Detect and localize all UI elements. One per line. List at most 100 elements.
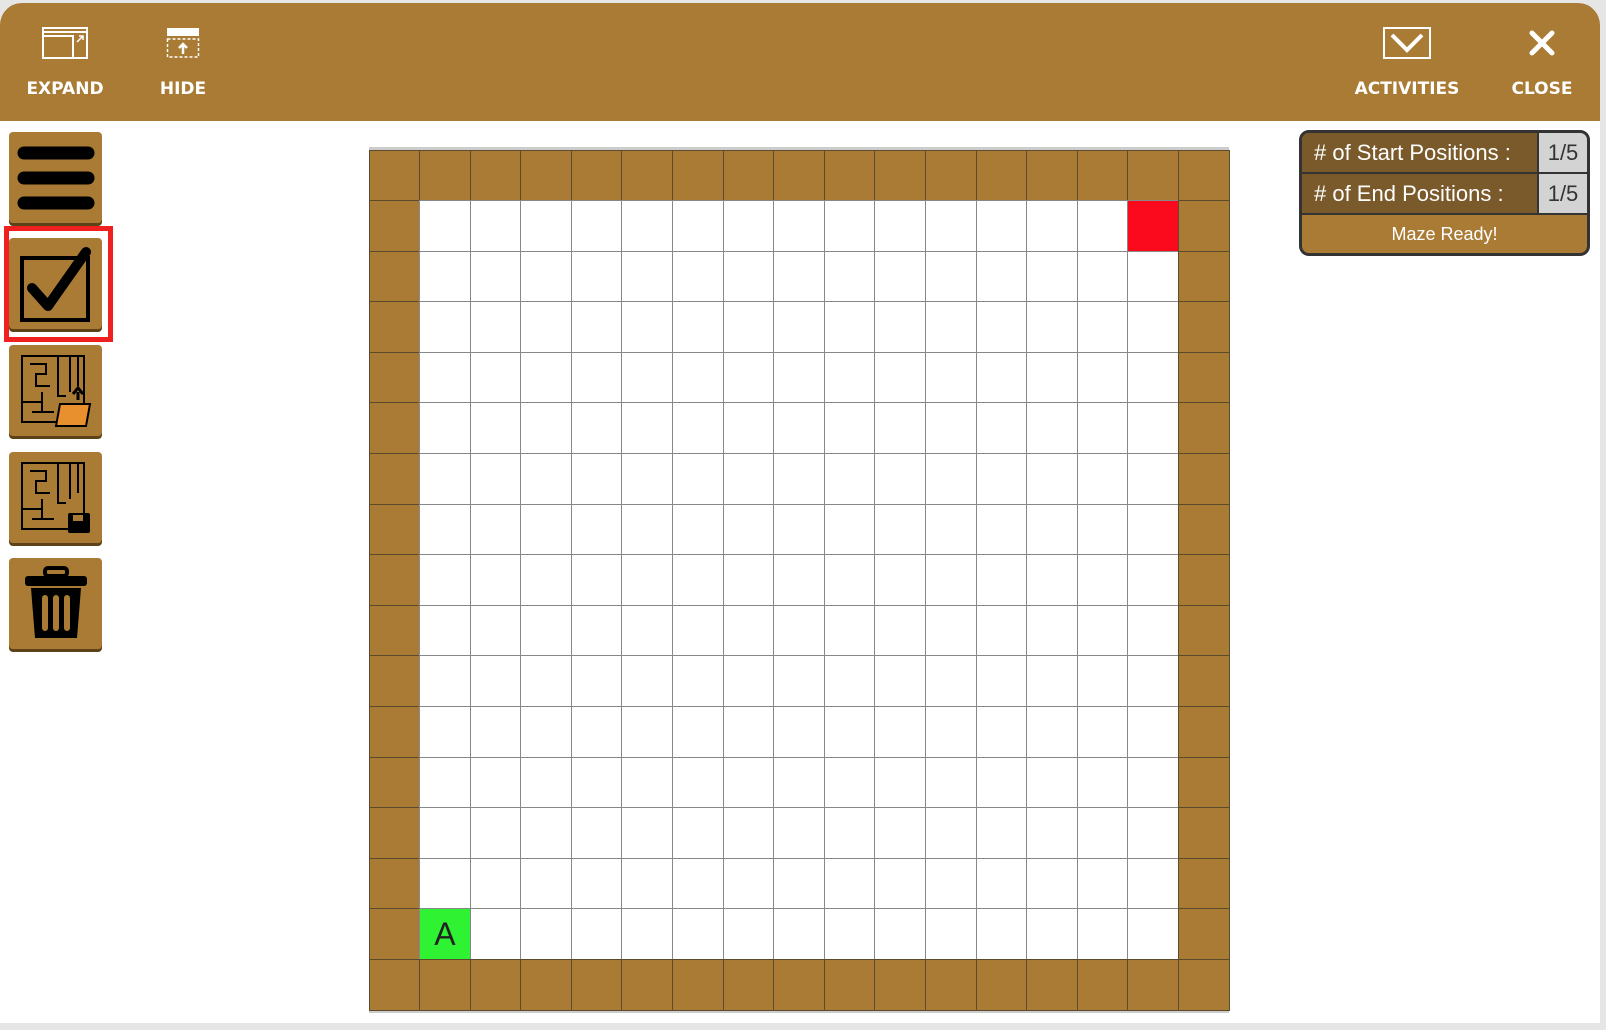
wall-cell[interactable] — [368, 554, 421, 606]
empty-cell[interactable] — [823, 200, 876, 252]
empty-cell[interactable] — [621, 402, 674, 455]
empty-cell[interactable] — [469, 503, 522, 556]
empty-cell[interactable] — [773, 807, 825, 859]
empty-cell[interactable] — [1127, 503, 1179, 556]
empty-cell[interactable] — [469, 655, 522, 708]
empty-cell[interactable] — [672, 503, 724, 556]
empty-cell[interactable] — [874, 604, 927, 657]
wall-cell[interactable] — [1178, 149, 1230, 202]
empty-cell[interactable] — [672, 453, 724, 505]
wall-cell[interactable] — [520, 959, 572, 1011]
empty-cell[interactable] — [925, 756, 977, 809]
end-cell[interactable] — [1127, 200, 1179, 252]
empty-cell[interactable] — [1076, 250, 1129, 303]
wall-cell[interactable] — [419, 959, 471, 1011]
wall-cell[interactable] — [722, 149, 775, 202]
empty-cell[interactable] — [520, 857, 572, 910]
empty-cell[interactable] — [823, 301, 876, 353]
empty-cell[interactable] — [823, 857, 876, 910]
empty-cell[interactable] — [621, 453, 674, 505]
empty-cell[interactable] — [773, 402, 825, 455]
empty-cell[interactable] — [975, 908, 1028, 960]
empty-cell[interactable] — [773, 554, 825, 606]
wall-cell[interactable] — [368, 453, 421, 505]
wall-cell[interactable] — [1178, 706, 1230, 758]
empty-cell[interactable] — [570, 453, 623, 505]
wall-cell[interactable] — [469, 149, 522, 202]
empty-cell[interactable] — [722, 857, 775, 910]
empty-cell[interactable] — [469, 402, 522, 455]
wall-cell[interactable] — [368, 250, 421, 303]
empty-cell[interactable] — [520, 554, 572, 606]
empty-cell[interactable] — [570, 200, 623, 252]
empty-cell[interactable] — [925, 250, 977, 303]
empty-cell[interactable] — [672, 351, 724, 404]
empty-cell[interactable] — [925, 503, 977, 556]
empty-cell[interactable] — [469, 301, 522, 353]
empty-cell[interactable] — [722, 908, 775, 960]
empty-cell[interactable] — [975, 402, 1028, 455]
empty-cell[interactable] — [621, 756, 674, 809]
wall-cell[interactable] — [1178, 503, 1230, 556]
empty-cell[interactable] — [823, 807, 876, 859]
wall-cell[interactable] — [1178, 554, 1230, 606]
empty-cell[interactable] — [874, 807, 927, 859]
save-maze-button[interactable] — [9, 452, 102, 543]
empty-cell[interactable] — [621, 655, 674, 708]
empty-cell[interactable] — [1127, 604, 1179, 657]
empty-cell[interactable] — [1076, 655, 1129, 708]
wall-cell[interactable] — [368, 200, 421, 252]
empty-cell[interactable] — [874, 402, 927, 455]
empty-cell[interactable] — [419, 200, 471, 252]
maze-grid[interactable]: A — [368, 147, 1230, 1014]
empty-cell[interactable] — [874, 554, 927, 606]
empty-cell[interactable] — [975, 250, 1028, 303]
wall-cell[interactable] — [823, 959, 876, 1011]
empty-cell[interactable] — [621, 857, 674, 910]
empty-cell[interactable] — [520, 756, 572, 809]
empty-cell[interactable] — [469, 250, 522, 303]
empty-cell[interactable] — [570, 908, 623, 960]
empty-cell[interactable] — [419, 301, 471, 353]
wall-cell[interactable] — [1026, 149, 1078, 202]
empty-cell[interactable] — [621, 351, 674, 404]
empty-cell[interactable] — [874, 351, 927, 404]
empty-cell[interactable] — [1127, 908, 1179, 960]
wall-cell[interactable] — [368, 301, 421, 353]
empty-cell[interactable] — [1076, 200, 1129, 252]
empty-cell[interactable] — [621, 807, 674, 859]
empty-cell[interactable] — [469, 908, 522, 960]
empty-cell[interactable] — [975, 756, 1028, 809]
wall-cell[interactable] — [570, 149, 623, 202]
wall-cell[interactable] — [368, 807, 421, 859]
empty-cell[interactable] — [1076, 807, 1129, 859]
empty-cell[interactable] — [570, 706, 623, 758]
wall-cell[interactable] — [1178, 301, 1230, 353]
empty-cell[interactable] — [773, 503, 825, 556]
empty-cell[interactable] — [570, 756, 623, 809]
empty-cell[interactable] — [722, 453, 775, 505]
empty-cell[interactable] — [975, 554, 1028, 606]
empty-cell[interactable] — [823, 604, 876, 657]
wall-cell[interactable] — [1178, 959, 1230, 1011]
empty-cell[interactable] — [621, 554, 674, 606]
empty-cell[interactable] — [1026, 453, 1078, 505]
empty-cell[interactable] — [469, 351, 522, 404]
empty-cell[interactable] — [773, 756, 825, 809]
empty-cell[interactable] — [469, 756, 522, 809]
empty-cell[interactable] — [419, 604, 471, 657]
empty-cell[interactable] — [1127, 351, 1179, 404]
empty-cell[interactable] — [925, 200, 977, 252]
wall-cell[interactable] — [1076, 149, 1129, 202]
empty-cell[interactable] — [1026, 857, 1078, 910]
empty-cell[interactable] — [1127, 857, 1179, 910]
wall-cell[interactable] — [1178, 756, 1230, 809]
empty-cell[interactable] — [570, 554, 623, 606]
empty-cell[interactable] — [975, 301, 1028, 353]
empty-cell[interactable] — [722, 301, 775, 353]
empty-cell[interactable] — [975, 351, 1028, 404]
empty-cell[interactable] — [773, 250, 825, 303]
empty-cell[interactable] — [419, 554, 471, 606]
empty-cell[interactable] — [570, 402, 623, 455]
empty-cell[interactable] — [672, 200, 724, 252]
